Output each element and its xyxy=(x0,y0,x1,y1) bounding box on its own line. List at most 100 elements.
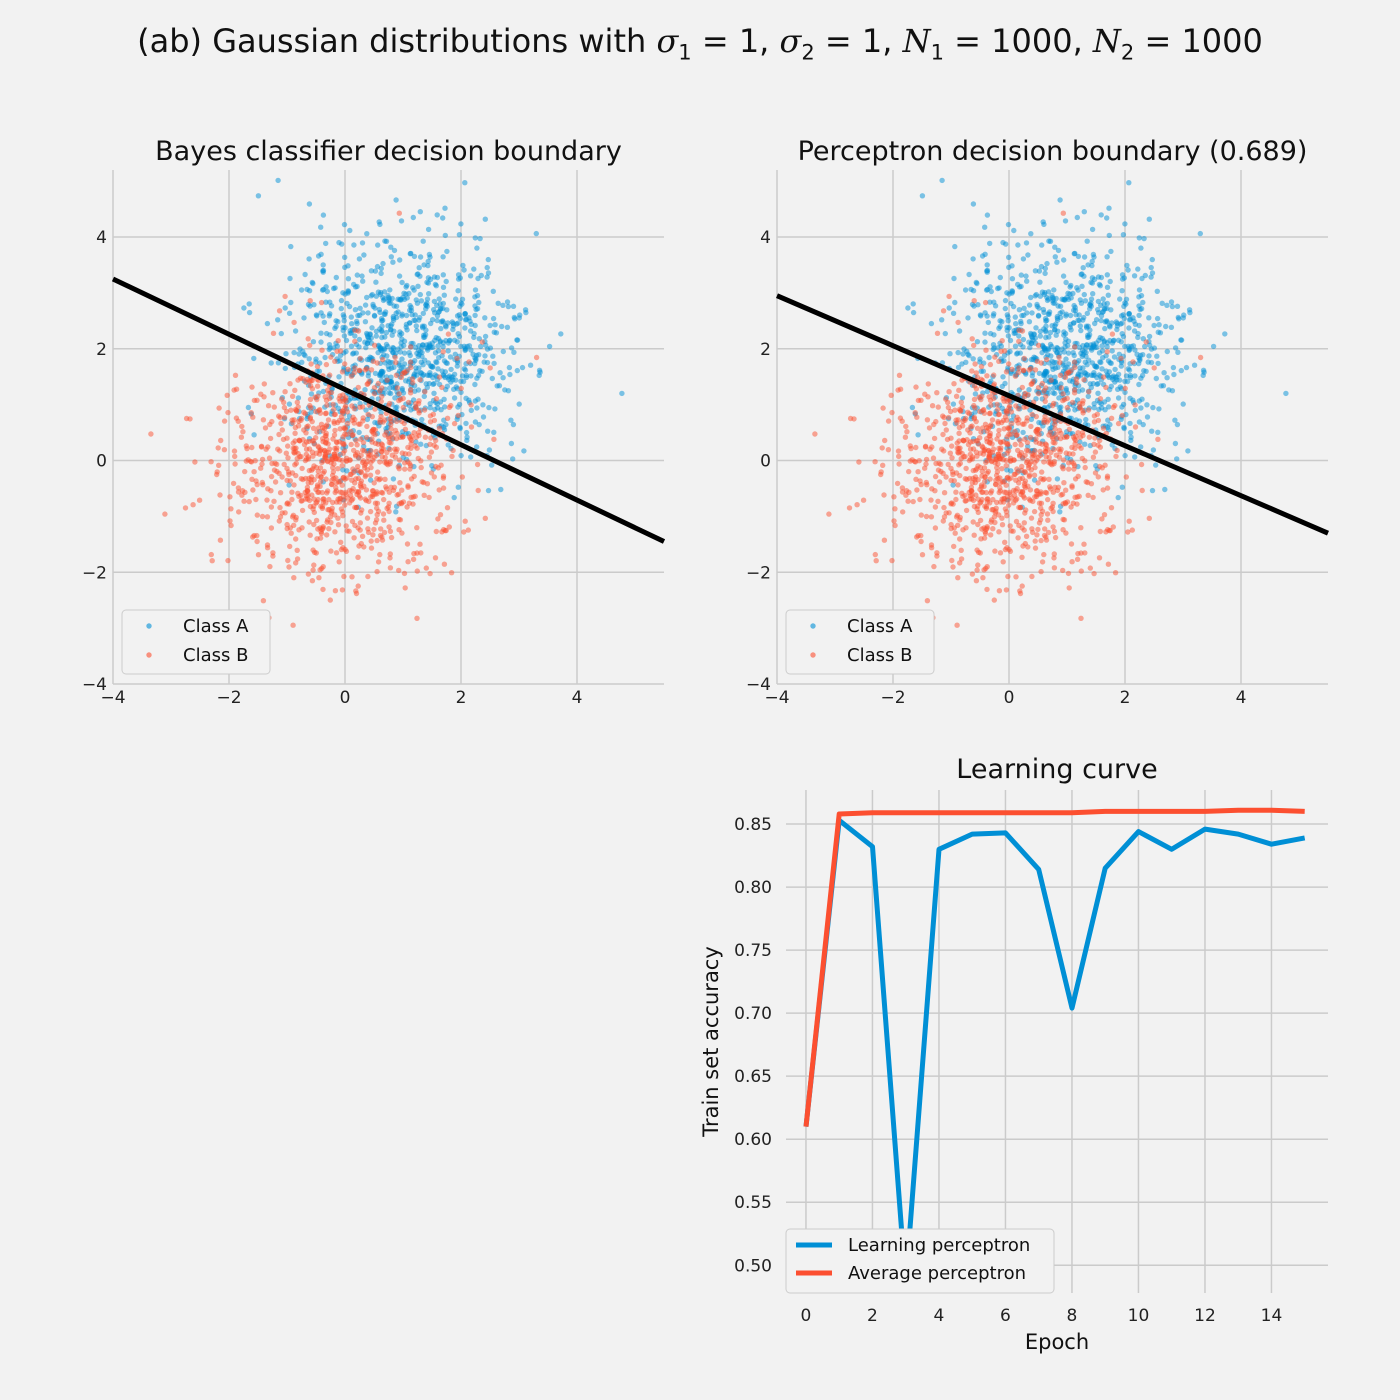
data-point xyxy=(289,489,295,495)
data-point xyxy=(1115,337,1122,343)
data-point xyxy=(463,374,470,381)
data-point xyxy=(1062,218,1069,224)
data-point xyxy=(1055,484,1062,490)
chart-title: Learning curve xyxy=(956,754,1157,785)
data-point xyxy=(468,373,474,379)
data-point xyxy=(328,548,334,554)
data-point xyxy=(1104,272,1111,278)
data-point xyxy=(1164,302,1170,308)
data-point xyxy=(302,411,308,417)
data-point xyxy=(333,475,339,481)
data-point xyxy=(953,489,959,495)
data-point xyxy=(960,527,966,533)
data-point xyxy=(984,286,991,293)
data-point xyxy=(905,305,911,311)
y-tick-label: −4 xyxy=(82,675,107,695)
data-point xyxy=(345,366,351,372)
data-point xyxy=(352,522,358,529)
data-point xyxy=(947,408,954,415)
data-point xyxy=(1079,455,1086,462)
data-point xyxy=(306,201,313,207)
data-point xyxy=(971,342,977,349)
data-point xyxy=(521,448,527,454)
legend-marker xyxy=(810,652,816,658)
legend-label: Class B xyxy=(183,645,248,666)
data-point xyxy=(860,497,867,503)
data-point xyxy=(427,441,433,447)
data-point xyxy=(379,442,386,448)
data-point xyxy=(475,372,482,379)
data-point xyxy=(315,425,322,431)
data-point xyxy=(259,479,265,486)
data-point xyxy=(1104,254,1110,260)
data-point xyxy=(440,344,446,350)
data-point xyxy=(347,492,354,499)
data-point xyxy=(228,506,234,512)
data-point xyxy=(388,426,394,432)
data-point xyxy=(1138,306,1145,312)
data-point xyxy=(1093,463,1099,469)
data-point xyxy=(250,487,256,493)
data-point xyxy=(411,430,417,436)
data-point xyxy=(307,342,313,349)
data-point xyxy=(1018,320,1024,327)
data-point xyxy=(1082,298,1089,304)
data-point xyxy=(1059,491,1066,497)
data-point xyxy=(996,427,1002,434)
data-point xyxy=(950,482,956,488)
data-point xyxy=(293,460,299,467)
data-point xyxy=(455,320,461,326)
data-point xyxy=(1132,373,1138,379)
data-point xyxy=(1095,442,1101,448)
data-point xyxy=(923,461,929,467)
data-point xyxy=(435,335,441,342)
data-point xyxy=(414,327,420,334)
data-point xyxy=(1103,384,1109,391)
data-point xyxy=(306,256,312,262)
data-point xyxy=(292,438,298,444)
data-point xyxy=(418,298,425,304)
data-point xyxy=(432,406,438,413)
data-point xyxy=(358,540,364,547)
data-point xyxy=(1049,323,1055,329)
data-point xyxy=(478,343,484,350)
data-point xyxy=(1036,268,1043,274)
data-point xyxy=(1100,296,1106,302)
data-point xyxy=(1016,333,1022,339)
data-point xyxy=(393,197,399,203)
data-point xyxy=(314,429,320,435)
data-point xyxy=(399,487,405,493)
data-point xyxy=(969,454,976,460)
data-point xyxy=(377,551,383,558)
data-point xyxy=(393,350,399,356)
data-point xyxy=(307,532,313,538)
data-point xyxy=(952,530,958,536)
data-point xyxy=(395,491,402,497)
data-point xyxy=(1016,480,1022,486)
data-point xyxy=(407,307,413,313)
data-point xyxy=(997,475,1003,481)
data-point xyxy=(1078,568,1085,574)
x-tick-label: 4 xyxy=(1236,688,1247,708)
data-point xyxy=(378,489,385,496)
data-point xyxy=(334,439,340,446)
data-point xyxy=(433,283,439,289)
data-point xyxy=(1042,265,1049,272)
data-point xyxy=(1085,492,1091,498)
data-point xyxy=(941,490,948,496)
data-point xyxy=(389,332,395,338)
data-point xyxy=(491,429,497,435)
data-point xyxy=(517,312,523,318)
data-point xyxy=(339,369,346,375)
data-point xyxy=(912,410,918,416)
data-point xyxy=(375,469,381,475)
data-point xyxy=(379,534,385,540)
data-point xyxy=(1075,253,1082,260)
data-point xyxy=(984,212,991,218)
data-point xyxy=(896,453,902,460)
data-point xyxy=(1023,278,1030,284)
data-point xyxy=(296,418,302,424)
data-point xyxy=(1023,273,1029,279)
data-point xyxy=(461,529,467,535)
data-point xyxy=(282,305,288,311)
